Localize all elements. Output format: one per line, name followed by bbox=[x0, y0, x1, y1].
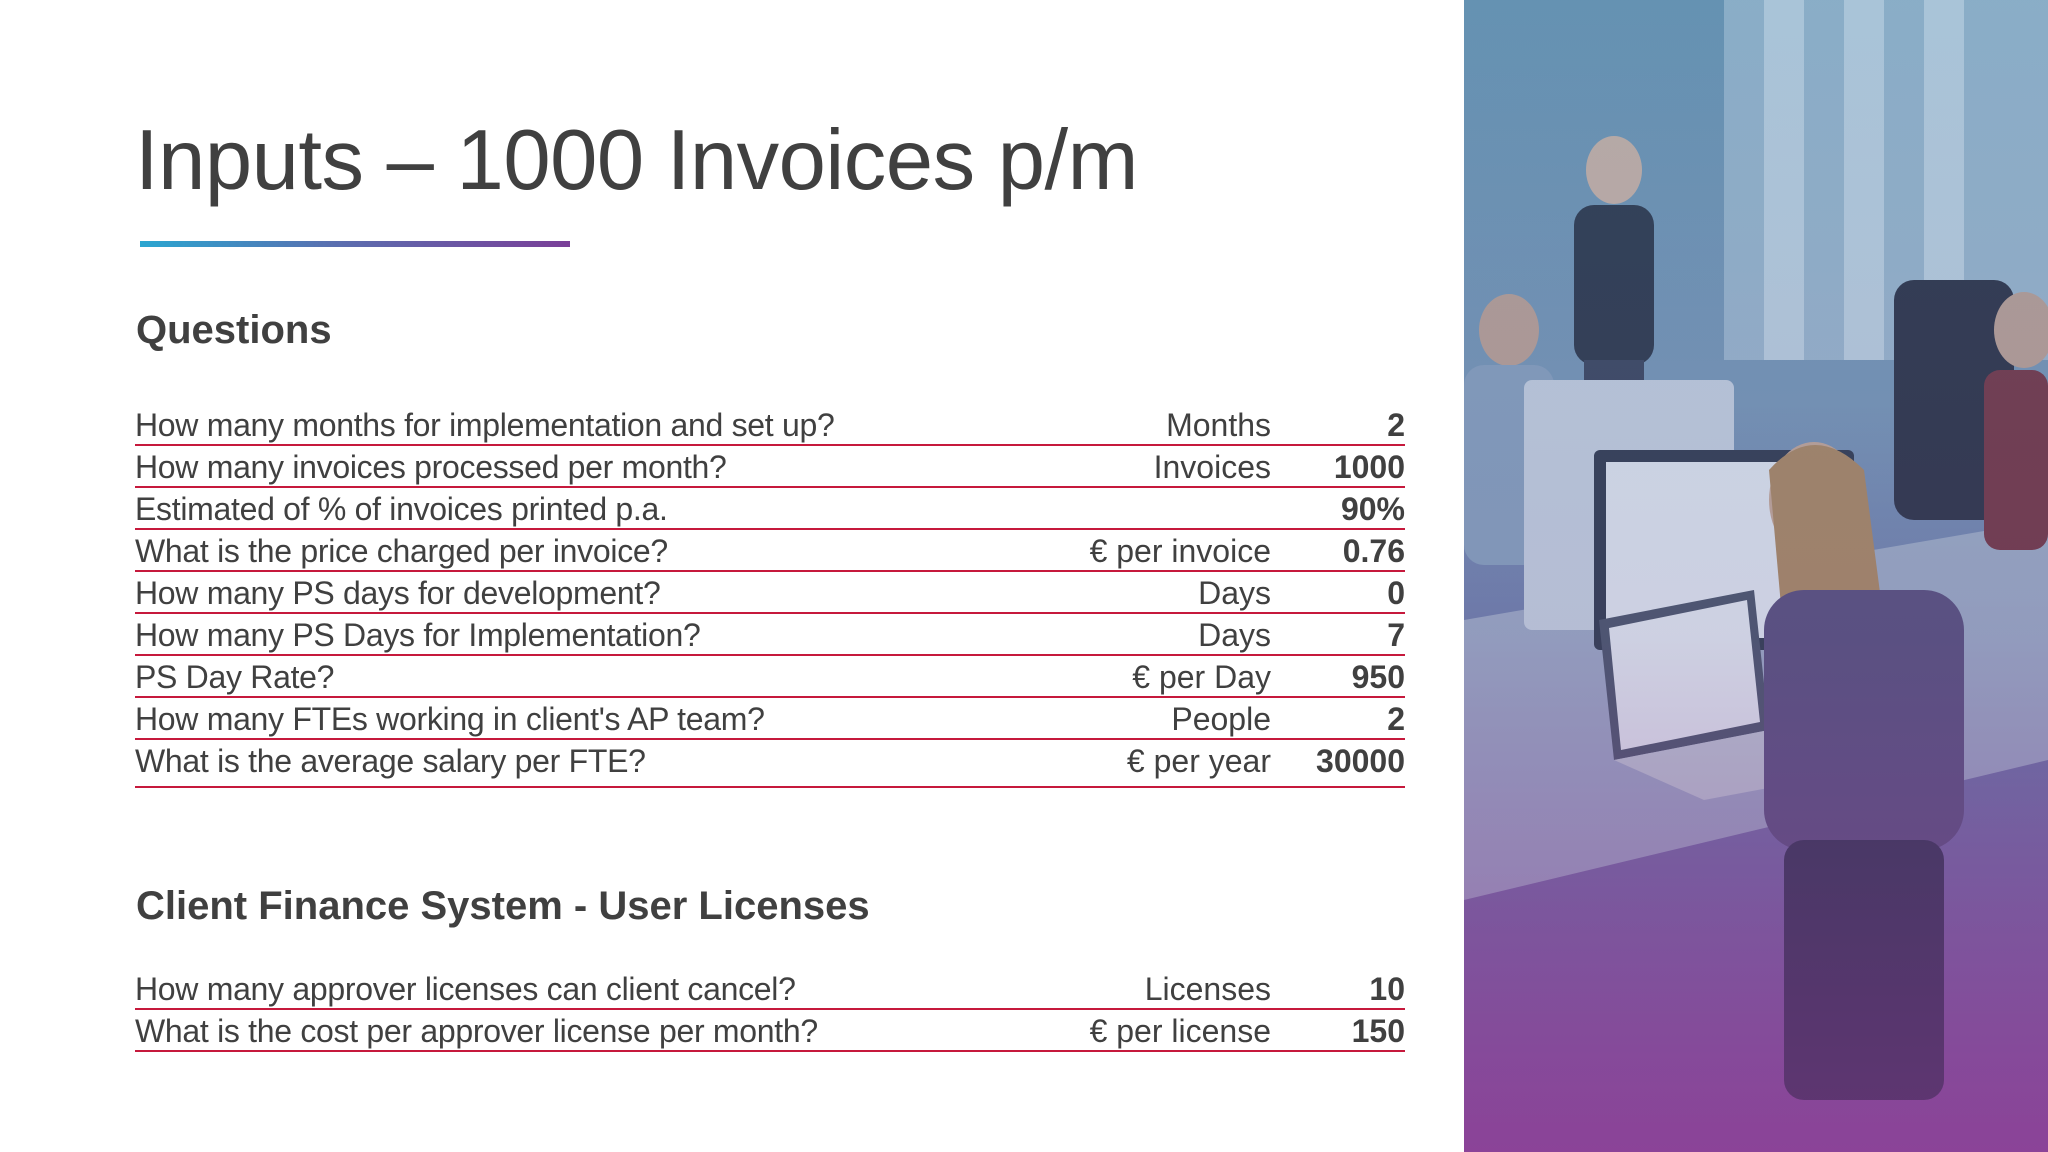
table-row: What is the average salary per FTE? € pe… bbox=[135, 740, 1405, 788]
questions-table: How many months for implementation and s… bbox=[135, 404, 1405, 788]
row-unit: Months bbox=[1166, 407, 1271, 443]
row-question: What is the average salary per FTE? bbox=[135, 743, 646, 779]
table-row: How many approver licenses can client ca… bbox=[135, 968, 1405, 1010]
row-unit: Days bbox=[1198, 575, 1271, 611]
title-underline bbox=[140, 241, 570, 247]
photo-color-overlay bbox=[1464, 0, 2048, 1152]
row-value: 0 bbox=[1387, 575, 1405, 611]
table-row: What is the price charged per invoice? €… bbox=[135, 530, 1405, 572]
row-unit: Invoices bbox=[1153, 449, 1271, 485]
licenses-table: How many approver licenses can client ca… bbox=[135, 968, 1405, 1052]
table-row: How many invoices processed per month? I… bbox=[135, 446, 1405, 488]
row-question: What is the cost per approver license pe… bbox=[135, 1013, 818, 1049]
row-question: PS Day Rate? bbox=[135, 659, 335, 695]
row-value: 90% bbox=[1340, 491, 1405, 527]
row-value: 150 bbox=[1351, 1013, 1405, 1049]
row-unit: € per invoice bbox=[1089, 533, 1271, 569]
licenses-heading: Client Finance System - User Licenses bbox=[136, 884, 870, 928]
row-question: How many months for implementation and s… bbox=[135, 407, 835, 443]
row-question: How many PS days for development? bbox=[135, 575, 661, 611]
table-row: How many PS Days for Implementation? Day… bbox=[135, 614, 1405, 656]
row-unit: Days bbox=[1198, 617, 1271, 653]
row-question: What is the price charged per invoice? bbox=[135, 533, 668, 569]
page-title: Inputs – 1000 Invoices p/m bbox=[135, 113, 1138, 208]
row-question: Estimated of % of invoices printed p.a. bbox=[135, 491, 668, 527]
row-value: 30000 bbox=[1316, 743, 1405, 779]
row-value: 7 bbox=[1387, 617, 1405, 653]
row-question: How many invoices processed per month? bbox=[135, 449, 727, 485]
row-unit: € per license bbox=[1089, 1013, 1271, 1049]
table-row: What is the cost per approver license pe… bbox=[135, 1010, 1405, 1052]
row-unit: Licenses bbox=[1144, 971, 1271, 1007]
office-photo bbox=[1464, 0, 2048, 1152]
row-question: How many FTEs working in client's AP tea… bbox=[135, 701, 765, 737]
row-unit: People bbox=[1171, 701, 1271, 737]
row-value: 2 bbox=[1387, 701, 1405, 737]
row-value: 1000 bbox=[1333, 449, 1405, 485]
row-value: 950 bbox=[1351, 659, 1405, 695]
table-row: Estimated of % of invoices printed p.a. … bbox=[135, 488, 1405, 530]
row-question: How many PS Days for Implementation? bbox=[135, 617, 701, 653]
table-row: PS Day Rate? € per Day 950 bbox=[135, 656, 1405, 698]
table-row: How many PS days for development? Days 0 bbox=[135, 572, 1405, 614]
questions-heading: Questions bbox=[136, 308, 332, 352]
table-row: How many FTEs working in client's AP tea… bbox=[135, 698, 1405, 740]
row-value: 0.76 bbox=[1342, 533, 1405, 569]
row-unit: € per Day bbox=[1132, 659, 1271, 695]
row-value: 10 bbox=[1369, 971, 1405, 1007]
row-unit: € per year bbox=[1126, 743, 1271, 779]
row-value: 2 bbox=[1387, 407, 1405, 443]
table-row: How many months for implementation and s… bbox=[135, 404, 1405, 446]
row-question: How many approver licenses can client ca… bbox=[135, 971, 796, 1007]
